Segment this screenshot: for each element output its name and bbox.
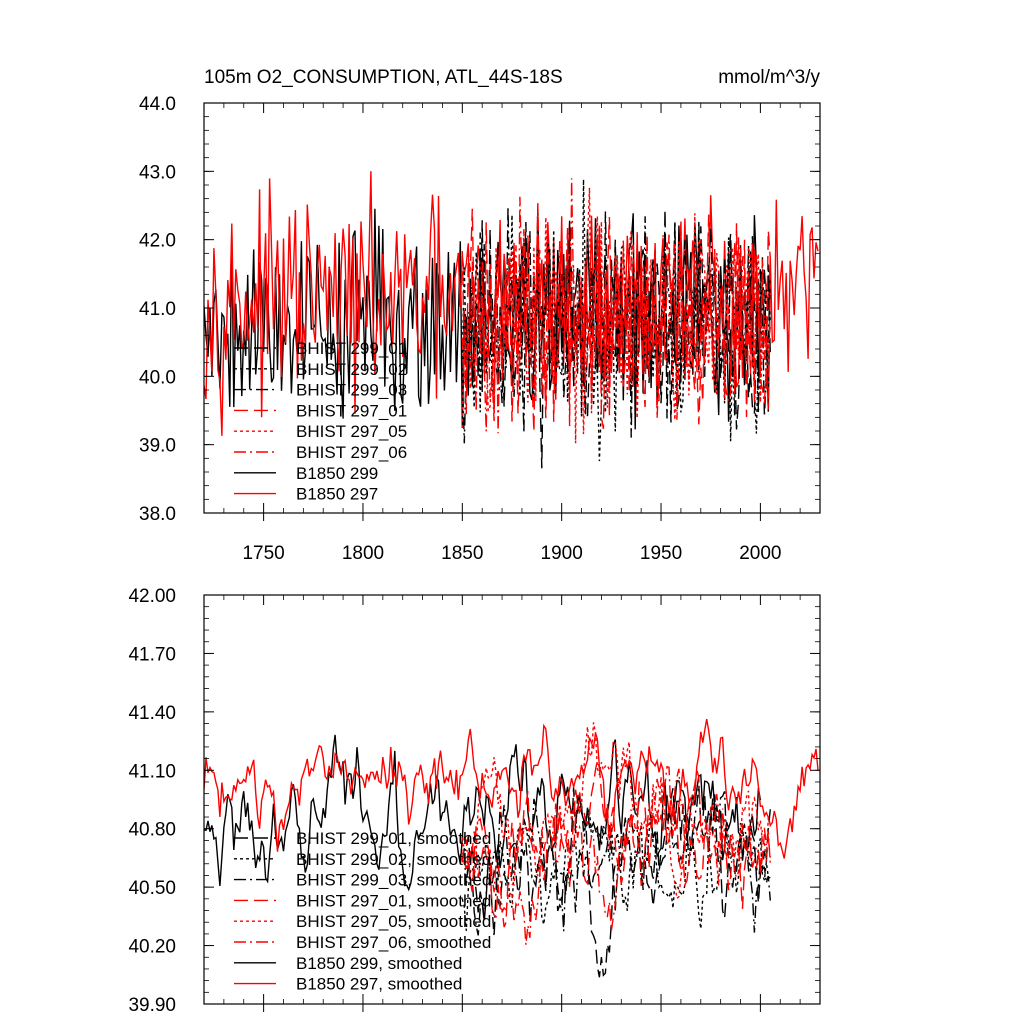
bottom-y-tick-label: 40.50 — [128, 878, 176, 899]
top-y-tick-label: 42.0 — [139, 231, 176, 252]
top-series-line-2 — [461, 179, 771, 462]
bottom-legend-label: BHIST 297_06, smoothed — [296, 933, 491, 952]
top-chart-panel: 105m O2_CONSUMPTION, ATL_44S-18S mmol/m^… — [139, 67, 821, 564]
top-y-tick-label: 40.0 — [139, 367, 176, 388]
bottom-series-line-1 — [461, 787, 771, 978]
top-series-line-6 — [461, 178, 771, 434]
top-legend-label: BHIST 297_05 — [296, 422, 407, 441]
top-legend-label: BHIST 297_01 — [296, 401, 407, 420]
top-legend-label: BHIST 299_03 — [296, 381, 407, 400]
bottom-legend-label: BHIST 297_01, smoothed — [296, 891, 491, 910]
top-series-line-4 — [461, 203, 771, 432]
bottom-legend-label: BHIST 299_02, smoothed — [296, 850, 491, 869]
bottom-y-tick-label: 41.40 — [128, 703, 176, 724]
top-x-tick-label: 1800 — [342, 543, 384, 564]
top-y-tick-label: 38.0 — [139, 504, 176, 525]
bottom-legend-label: B1850 297, smoothed — [296, 975, 462, 994]
top-chart-axes: 1750 1800 1850 1900 1950 2000 38.0 39.0 40.0 41.0… — [139, 94, 821, 564]
bottom-y-tick-label: 40.20 — [128, 937, 176, 958]
bottom-series-line-6 — [461, 765, 771, 945]
bottom-legend-label: B1850 299, smoothed — [296, 954, 462, 973]
top-y-tick-label: 44.0 — [139, 94, 176, 115]
top-legend-label: B1850 299 — [296, 464, 378, 483]
bottom-chart-legend: BHIST 299_01, smoothed BHIST 299_02, smoo… — [234, 829, 491, 994]
bottom-y-tick-label: 40.80 — [128, 820, 176, 841]
top-x-tick-label: 1950 — [640, 543, 682, 564]
bottom-series-line-5 — [461, 722, 771, 900]
bottom-chart-panel: 39.90 40.20 40.50 40.80 41.10 41.40 41.70 42.00… — [128, 586, 821, 1016]
bottom-chart-series-area — [204, 718, 819, 978]
top-x-tick-label: 1750 — [242, 543, 284, 564]
top-legend-label: B1850 297 — [296, 485, 378, 504]
bottom-chart-axes: 39.90 40.20 40.50 40.80 41.10 41.40 41.70 42.00 — [128, 586, 821, 1016]
top-y-tick-label: 43.0 — [139, 162, 176, 183]
bottom-legend-label: BHIST 299_03, smoothed — [296, 871, 491, 890]
top-y-tick-label: 41.0 — [139, 299, 176, 320]
bottom-series-line-4 — [461, 760, 771, 928]
top-legend-label: BHIST 299_02 — [296, 360, 407, 379]
top-x-tick-label: 1850 — [441, 543, 483, 564]
bottom-y-tick-label: 39.90 — [128, 995, 176, 1016]
top-chart-title: 105m O2_CONSUMPTION, ATL_44S-18S — [204, 67, 563, 88]
top-x-tick-label: 1900 — [541, 543, 583, 564]
top-y-tick-label: 39.0 — [139, 436, 176, 457]
bottom-plot-frame — [203, 594, 821, 1005]
top-x-tick-label: 2000 — [739, 543, 781, 564]
bottom-y-tick-label: 41.70 — [128, 644, 176, 665]
top-chart-units: mmol/m^3/y — [718, 67, 820, 88]
bottom-y-tick-label: 42.00 — [128, 586, 176, 607]
bottom-legend-label: BHIST 299_01, smoothed — [296, 829, 491, 848]
bottom-y-tick-label: 41.10 — [128, 761, 176, 782]
bottom-series-line-8 — [204, 718, 819, 859]
top-chart-series-area — [204, 171, 819, 469]
top-legend-label: BHIST 297_06 — [296, 443, 407, 462]
top-legend-label: BHIST 299_01 — [296, 339, 407, 358]
bottom-legend-label: BHIST 297_05, smoothed — [296, 912, 491, 931]
